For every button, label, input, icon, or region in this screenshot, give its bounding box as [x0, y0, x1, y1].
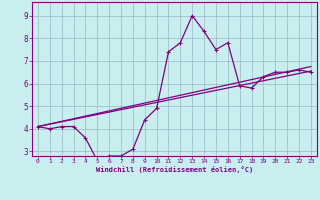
X-axis label: Windchill (Refroidissement éolien,°C): Windchill (Refroidissement éolien,°C)	[96, 166, 253, 173]
